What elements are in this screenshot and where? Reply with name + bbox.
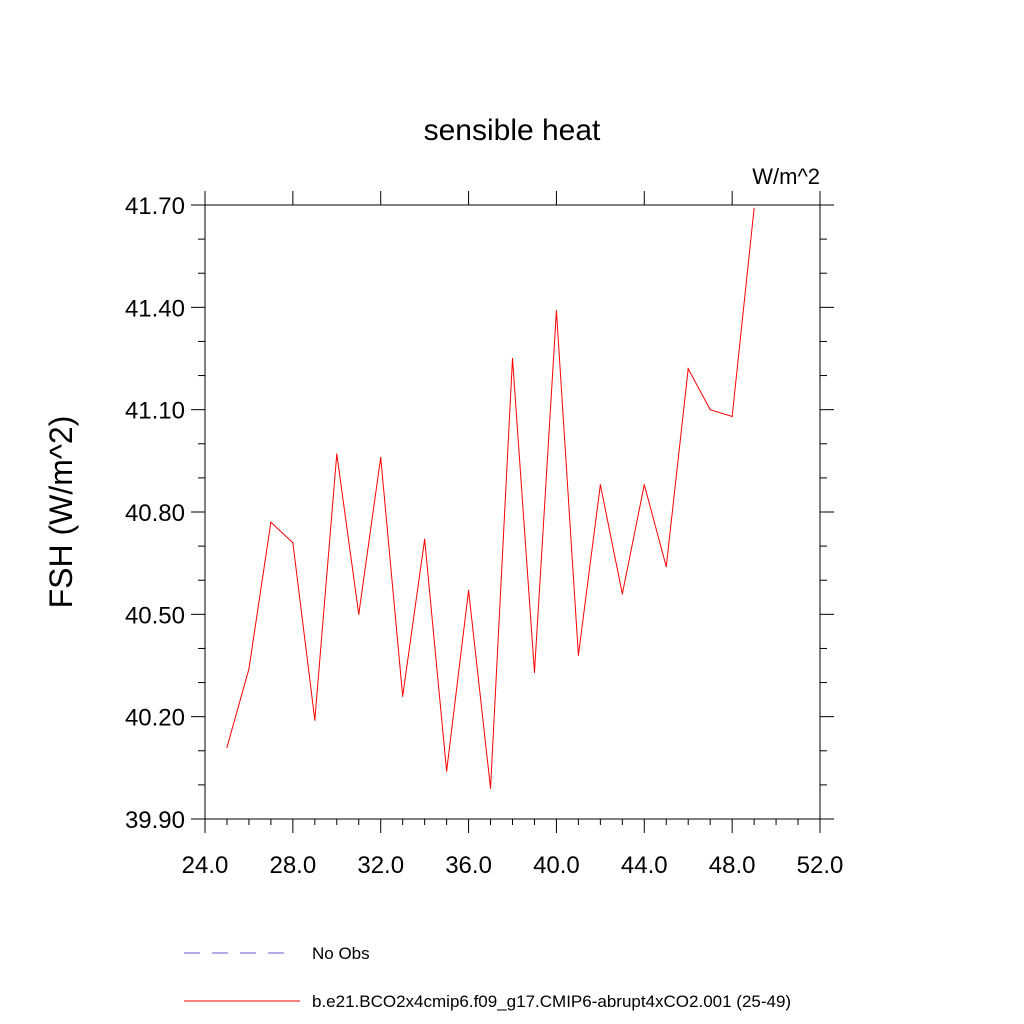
y-axis-label: FSH (W/m^2) <box>43 416 79 609</box>
data-point <box>709 409 711 411</box>
x-tick-label: 44.0 <box>621 852 668 879</box>
x-tick-label: 32.0 <box>357 852 404 879</box>
data-point <box>753 207 755 210</box>
x-tick-label: 24.0 <box>182 852 229 879</box>
data-point <box>511 357 514 360</box>
data-point <box>489 787 492 789</box>
y-tick-label: 41.70 <box>125 193 185 220</box>
plot-frame <box>204 204 821 820</box>
data-point <box>292 542 294 544</box>
data-point <box>270 521 272 523</box>
x-tick-label: 36.0 <box>445 852 492 879</box>
tick-labels: 24.0 28.0 32.0 36.0 40.0 44.0 48.0 52.0 39.90 40.… <box>125 193 843 879</box>
y-tick-label: 39.90 <box>125 807 185 834</box>
y-tick-label: 40.80 <box>125 500 185 527</box>
data-point <box>599 484 601 486</box>
data-point <box>446 770 448 772</box>
x-tick-label: 52.0 <box>797 852 844 879</box>
data-point <box>731 415 733 418</box>
units-label: W/m^2 <box>752 164 820 189</box>
data-point <box>424 538 426 540</box>
series-line-0 <box>226 208 755 789</box>
data-point <box>577 654 579 656</box>
data-point <box>665 565 667 568</box>
series-lines <box>226 207 755 789</box>
data-point <box>533 671 536 673</box>
data-point <box>402 695 404 697</box>
y-tick-label: 40.20 <box>125 705 185 732</box>
data-point <box>358 613 360 615</box>
chart-title: sensible heat <box>424 114 601 147</box>
data-point <box>467 589 470 592</box>
data-point <box>336 453 338 455</box>
legend-label-model-run: b.e21.BCO2x4cmip6.f09_g17.CMIP6-abrupt4x… <box>312 992 791 1011</box>
data-point <box>621 593 623 595</box>
data-point <box>314 719 316 721</box>
data-point <box>226 746 228 748</box>
data-point <box>380 456 382 459</box>
data-point <box>555 310 558 312</box>
legend: No Obs b.e21.BCO2x4cmip6.f09_g17.CMIP6-a… <box>184 944 791 1011</box>
data-point <box>248 668 250 670</box>
y-tick-label: 40.50 <box>125 602 185 629</box>
x-tick-label: 28.0 <box>269 852 316 879</box>
y-tick-label: 41.10 <box>125 398 185 425</box>
data-point <box>687 368 689 370</box>
x-tick-label: 40.0 <box>533 852 580 879</box>
data-point <box>643 484 645 486</box>
x-tick-label: 48.0 <box>709 852 756 879</box>
y-tick-label: 41.40 <box>125 295 185 322</box>
legend-label-no-obs: No Obs <box>312 944 370 963</box>
axis-ticks <box>191 191 834 833</box>
